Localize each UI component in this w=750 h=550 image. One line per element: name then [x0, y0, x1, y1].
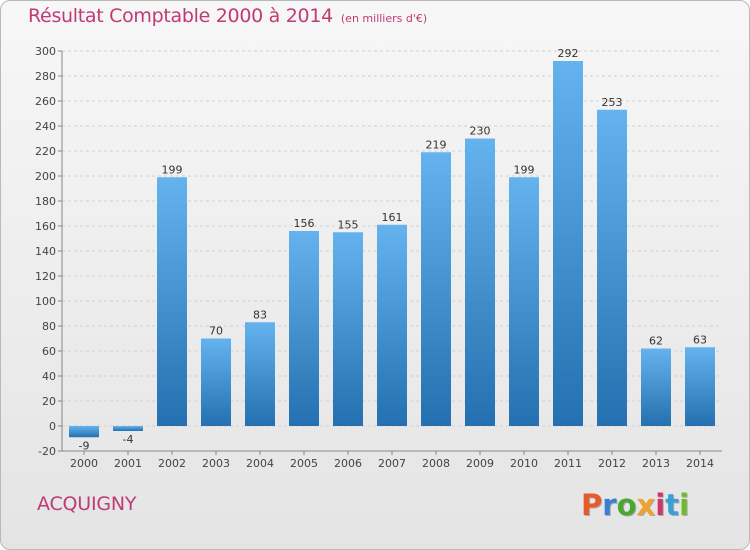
- bar-2008: [421, 152, 451, 426]
- x-tick-label-2012: 2012: [598, 457, 626, 470]
- data-label-2011: 292: [558, 47, 579, 60]
- bar-2009: [465, 138, 495, 426]
- y-tick-label: 120: [35, 270, 56, 283]
- y-tick-label: 180: [35, 195, 56, 208]
- data-label-2009: 230: [470, 125, 491, 138]
- data-label-2006: 155: [338, 218, 359, 231]
- chart-unit-text: (en milliers d'€): [340, 12, 428, 25]
- chart-title-text: Résultat Comptable 2000 à 2014: [28, 5, 333, 27]
- y-tick-label: 140: [35, 245, 56, 258]
- x-tick-label-2011: 2011: [554, 457, 582, 470]
- y-tick-label: 60: [42, 345, 56, 358]
- data-label-2010: 199: [514, 163, 535, 176]
- y-tick-label: -20: [38, 445, 56, 458]
- y-tick-label: 40: [42, 370, 56, 383]
- logo-letter: i: [655, 488, 666, 522]
- bar-2003: [201, 338, 231, 426]
- data-label-2002: 199: [162, 163, 183, 176]
- x-tick-label-2008: 2008: [422, 457, 450, 470]
- y-tick-label: 220: [35, 145, 56, 158]
- logo-letter: i: [679, 488, 690, 522]
- chart-title: Résultat Comptable 2000 à 2014 (en millie…: [28, 5, 427, 27]
- x-tick-label-2009: 2009: [466, 457, 494, 470]
- logo-letter: P: [581, 488, 603, 522]
- y-tick-label: 100: [35, 295, 56, 308]
- y-tick-label: 200: [35, 170, 56, 183]
- logo-letter: o: [616, 488, 637, 522]
- data-label-2012: 253: [602, 96, 623, 109]
- bar-2012: [597, 109, 627, 426]
- x-tick-label-2006: 2006: [334, 457, 362, 470]
- bar-2006: [333, 232, 363, 426]
- proxiti-logo: Proxiti: [581, 488, 689, 522]
- x-tick-label-2013: 2013: [642, 457, 670, 470]
- y-tick-label: 20: [42, 395, 56, 408]
- y-tick-label: 160: [35, 220, 56, 233]
- x-tick-label-2001: 2001: [114, 457, 142, 470]
- data-label-2001: -4: [123, 433, 134, 446]
- y-tick-label: 280: [35, 70, 56, 83]
- data-label-2005: 156: [294, 217, 315, 230]
- bar-2007: [377, 224, 407, 426]
- bar-2014: [685, 347, 715, 426]
- logo-letter: r: [602, 488, 617, 522]
- data-label-2008: 219: [426, 138, 447, 151]
- x-tick-label-2000: 2000: [70, 457, 98, 470]
- x-tick-label-2014: 2014: [686, 457, 714, 470]
- place-name: ACQUIGNY: [37, 493, 137, 515]
- y-tick-label: 80: [42, 320, 56, 333]
- bar-2005: [289, 231, 319, 426]
- data-label-2000: -9: [79, 439, 90, 452]
- y-tick-label: 240: [35, 120, 56, 133]
- y-tick-label: 260: [35, 95, 56, 108]
- x-tick-label-2010: 2010: [510, 457, 538, 470]
- data-label-2004: 83: [253, 308, 267, 321]
- y-tick-label: 300: [35, 45, 56, 58]
- bar-2004: [245, 322, 275, 426]
- x-tick-label-2004: 2004: [246, 457, 274, 470]
- bar-2001: [113, 426, 143, 431]
- data-label-2003: 70: [209, 325, 223, 338]
- data-label-2014: 63: [693, 333, 707, 346]
- data-label-2013: 62: [649, 335, 663, 348]
- bar-2011: [553, 61, 583, 426]
- bar-2010: [509, 177, 539, 426]
- x-tick-label-2002: 2002: [158, 457, 186, 470]
- bar-2013: [641, 348, 671, 426]
- x-tick-label-2003: 2003: [202, 457, 230, 470]
- x-tick-label-2007: 2007: [378, 457, 406, 470]
- bar-2000: [69, 426, 99, 438]
- logo-letter: t: [665, 488, 680, 522]
- x-tick-label-2005: 2005: [290, 457, 318, 470]
- bar-2002: [157, 177, 187, 426]
- logo-letter: x: [636, 488, 656, 522]
- data-label-2007: 161: [382, 211, 403, 224]
- y-tick-label: 0: [49, 420, 56, 433]
